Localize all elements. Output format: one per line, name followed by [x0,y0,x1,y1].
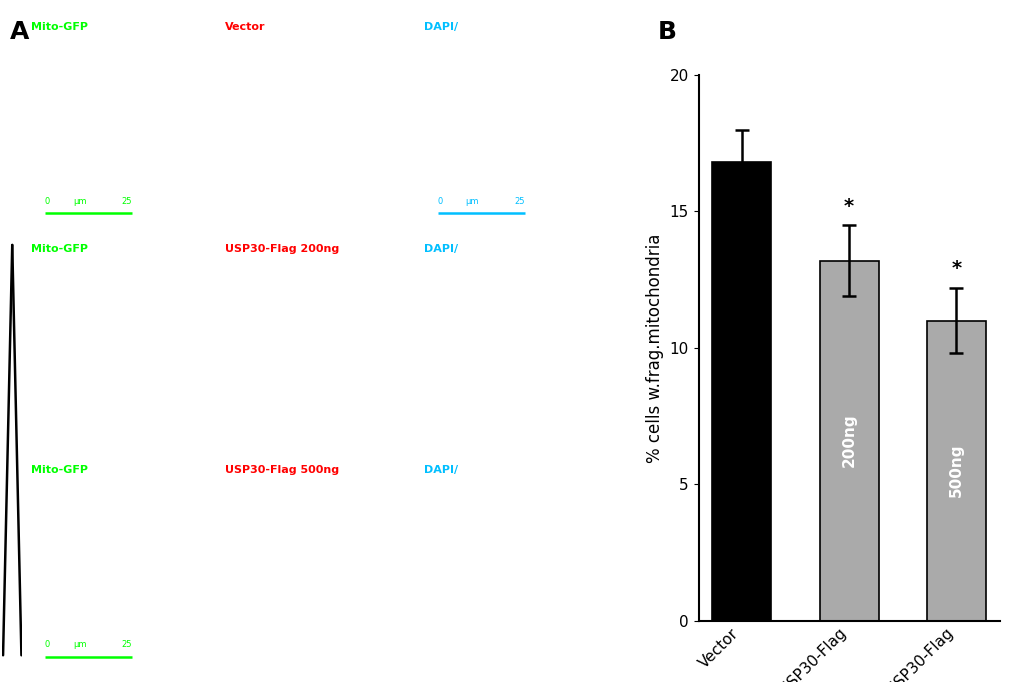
Text: Merge: Merge [470,22,510,32]
Text: *: * [951,259,961,278]
Bar [819,261,877,621]
Bar [926,321,985,621]
Text: 25: 25 [514,197,525,206]
Text: USP30-Flag 200ng: USP30-Flag 200ng [225,243,339,254]
Text: A: A [10,20,30,44]
Text: 0: 0 [45,197,50,206]
Text: μm: μm [267,640,280,649]
Text: 500ng: 500ng [948,444,963,497]
Text: Mito-GFP: Mito-GFP [32,465,89,475]
Text: 25: 25 [121,197,132,206]
Text: 25: 25 [315,640,326,649]
Text: μm: μm [73,197,87,206]
Text: DAPI/: DAPI/ [424,465,458,475]
Text: 0: 0 [437,197,442,206]
Text: Vector: Vector [225,22,265,32]
Text: B: B [657,20,677,44]
Text: 0: 0 [238,640,244,649]
Text: 25: 25 [514,640,525,649]
Bar [711,162,770,621]
Text: *: * [844,196,853,216]
Text: 25: 25 [121,640,132,649]
Text: μm: μm [73,640,87,649]
Text: USP30-Flag 500ng: USP30-Flag 500ng [225,465,339,475]
Text: Merge: Merge [470,465,510,475]
Text: 200ng: 200ng [841,414,856,467]
Y-axis label: % cells w.frag.mitochondria: % cells w.frag.mitochondria [646,233,663,462]
Text: 0: 0 [437,640,442,649]
Text: μm: μm [466,197,479,206]
Text: Mito-GFP: Mito-GFP [32,22,89,32]
Text: 0: 0 [45,640,50,649]
Text: DAPI/: DAPI/ [424,22,458,32]
Text: Mito-GFP: Mito-GFP [32,243,89,254]
Text: Merge: Merge [470,243,510,254]
Text: μm: μm [466,640,479,649]
Text: DAPI/: DAPI/ [424,243,458,254]
